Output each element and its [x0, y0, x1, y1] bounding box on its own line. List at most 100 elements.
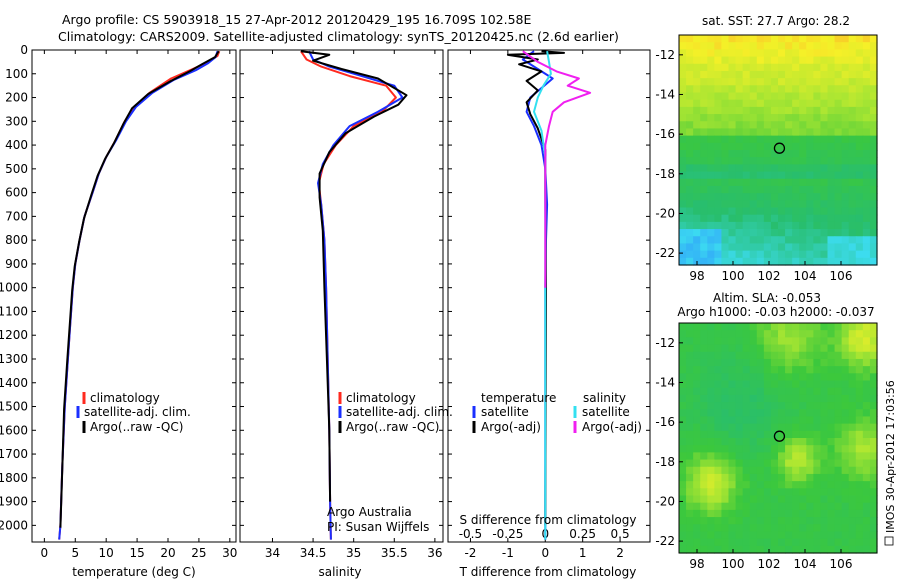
map-cell — [686, 409, 694, 418]
map-cell — [728, 387, 737, 396]
map-cell — [834, 538, 843, 547]
map-cell — [721, 178, 730, 187]
map-cell — [742, 323, 751, 331]
map-cell — [700, 445, 708, 453]
map-cell — [862, 85, 871, 94]
map-cell — [756, 452, 765, 461]
map-cell — [693, 330, 701, 338]
map-cell — [792, 509, 800, 518]
map-cell — [721, 323, 730, 331]
map-cell — [693, 106, 701, 115]
map-cell — [869, 56, 878, 65]
map-cell — [707, 387, 715, 396]
map-cell — [749, 128, 758, 137]
map-cell — [749, 142, 758, 151]
map-cell — [785, 409, 793, 418]
map-cell — [721, 473, 730, 482]
map-cell — [728, 243, 737, 252]
map-cell — [686, 35, 694, 43]
map-cell — [693, 416, 701, 425]
map-cell — [700, 35, 708, 43]
map-cell — [820, 114, 829, 122]
map-cell — [841, 164, 850, 173]
map-cell — [700, 438, 708, 446]
map-cell — [806, 56, 814, 65]
map-cell — [742, 524, 751, 533]
y-tick-label: 1800 — [0, 471, 28, 485]
map-cell — [749, 106, 758, 115]
map-cell — [841, 200, 850, 209]
x-tick-label: 35 — [346, 546, 361, 560]
map-cell — [679, 452, 687, 461]
map-cell — [693, 92, 701, 101]
map-cell — [693, 473, 701, 482]
map-cell — [749, 358, 758, 367]
map-cell — [785, 473, 793, 482]
s-tick-label: 0.5 — [611, 527, 630, 541]
map-cell — [693, 380, 701, 389]
s-tick-label: -0.25 — [492, 527, 523, 541]
map-cell — [778, 323, 786, 331]
map-cell — [855, 171, 864, 180]
map-cell — [813, 78, 822, 86]
map-cell — [728, 502, 737, 511]
map-cell — [756, 63, 765, 72]
map-cell — [841, 42, 850, 50]
map-cell — [756, 351, 765, 360]
map-cell — [862, 481, 871, 489]
map-cell — [778, 157, 786, 165]
map-cell — [735, 142, 744, 151]
map-cell — [869, 452, 878, 461]
map-cell — [756, 150, 765, 158]
map-cell — [721, 488, 730, 497]
map-cell — [820, 70, 829, 79]
map-cell — [700, 473, 708, 482]
map-cell — [707, 373, 715, 382]
series-line-argo-raw-qc- — [59, 50, 220, 528]
map-cell — [763, 423, 772, 432]
map-cell — [799, 524, 807, 533]
map-cell — [792, 250, 800, 259]
map-cell — [834, 243, 843, 252]
map-cell — [728, 416, 737, 425]
map-cell — [813, 394, 822, 403]
map-cell — [778, 495, 786, 504]
map-cell — [707, 193, 715, 201]
map-cell — [714, 135, 723, 144]
map-cell — [700, 85, 708, 94]
map-cell — [749, 517, 758, 525]
map-cell — [855, 128, 864, 137]
map-cell — [714, 193, 723, 201]
map-cell — [742, 387, 751, 396]
map-cell — [841, 236, 850, 245]
map-cell — [770, 250, 779, 259]
map-cell — [707, 99, 715, 108]
map-cell — [862, 373, 871, 382]
map-cell — [869, 135, 878, 144]
map-cell — [686, 135, 694, 144]
map-cell — [792, 445, 800, 453]
map-cell — [813, 114, 822, 122]
map-cell — [820, 185, 829, 194]
map-cell — [721, 135, 730, 144]
map-cell — [686, 402, 694, 410]
map-cell — [749, 344, 758, 353]
map-cell — [749, 416, 758, 425]
map-cell — [820, 236, 829, 245]
map-cell — [763, 164, 772, 173]
map-cell — [763, 150, 772, 158]
map-cell — [855, 452, 864, 461]
map-cell — [820, 481, 829, 489]
map-cell — [728, 207, 737, 216]
map-cell — [707, 171, 715, 180]
map-cell — [806, 193, 814, 201]
map-cell — [806, 330, 814, 338]
map-cell — [820, 337, 829, 346]
map-cell — [827, 99, 836, 108]
map-cell — [728, 423, 737, 432]
map-cell — [707, 452, 715, 461]
map-cell — [848, 545, 857, 554]
map-cell — [763, 92, 772, 101]
map-cell — [869, 128, 878, 137]
map-cell — [785, 185, 793, 194]
